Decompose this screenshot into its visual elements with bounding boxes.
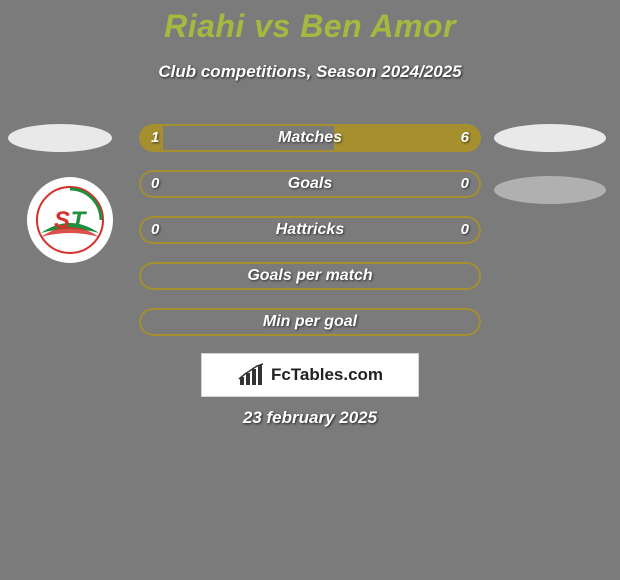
comparison-infographic: Riahi vs Ben Amor Club competitions, Sea… — [0, 0, 620, 580]
subtitle: Club competitions, Season 2024/2025 — [0, 62, 620, 82]
bar-label: Hattricks — [139, 216, 481, 244]
bar-label: Goals per match — [139, 262, 481, 290]
bar-label: Matches — [139, 124, 481, 152]
team-badge-left: S T — [27, 177, 113, 263]
stat-bars: 16Matches 00Goals 00Hattricks Goals per mat… — [139, 124, 481, 354]
team-badge-icon: S T — [35, 185, 105, 255]
stat-bar-row: 16Matches — [139, 124, 481, 152]
brand-box: FcTables.com — [201, 353, 419, 397]
side-ellipse — [494, 124, 606, 152]
date-label: 23 february 2025 — [0, 408, 620, 428]
stat-bar-row: 00Goals — [139, 170, 481, 198]
brand-text: FcTables.com — [271, 365, 383, 385]
bar-label: Min per goal — [139, 308, 481, 336]
stat-bar-row: Min per goal — [139, 308, 481, 336]
side-ellipse — [494, 176, 606, 204]
bar-label: Goals — [139, 170, 481, 198]
side-ellipse — [8, 124, 112, 152]
svg-text:T: T — [71, 207, 88, 234]
stat-bar-row: Goals per match — [139, 262, 481, 290]
stat-bar-row: 00Hattricks — [139, 216, 481, 244]
page-title: Riahi vs Ben Amor — [0, 8, 620, 45]
svg-text:S: S — [54, 207, 70, 234]
brand-chart-icon — [237, 363, 265, 387]
